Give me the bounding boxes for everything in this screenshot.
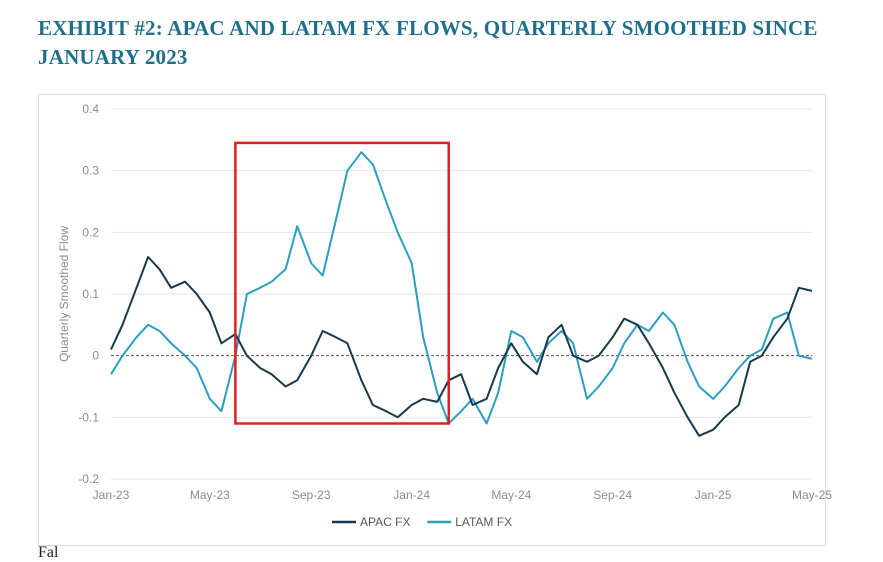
y-tick-label: 0.2 (82, 225, 99, 239)
y-tick-label: 0.3 (82, 164, 99, 178)
x-tick-label: Sep-23 (292, 488, 331, 502)
y-tick-label: -0.2 (78, 472, 99, 486)
y-tick-label: 0.1 (82, 287, 99, 301)
footer-text: Fal (38, 544, 59, 561)
series-line-latam-fx (110, 151, 813, 425)
highlight-box-layer (234, 141, 450, 425)
y-tick-label: -0.1 (78, 410, 99, 424)
y-tick-label: 0 (92, 349, 99, 363)
series-layer (110, 151, 813, 437)
x-tick-label: Jan-25 (695, 488, 732, 502)
legend-label: LATAM FX (455, 515, 512, 529)
axis-labels: -0.2 -0.1 0 0.1 0.2 0.3 0.4 Jan-23 May-23 Sep-23 J… (78, 102, 832, 502)
x-tick-label: Jan-24 (393, 488, 430, 502)
legend: APAC FX LATAM FX (332, 515, 512, 529)
legend-label: APAC FX (360, 515, 410, 529)
x-tick-label: May-25 (792, 488, 832, 502)
x-tick-label: May-23 (190, 488, 230, 502)
x-tick-label: May-24 (491, 488, 531, 502)
chart-frame (38, 94, 826, 546)
y-tick-label: 0.4 (82, 102, 99, 116)
chart-title: EXHIBIT #2: APAC AND LATAM FX FLOWS, QUA… (38, 16, 818, 69)
x-tick-label: Sep-24 (593, 488, 632, 502)
y-axis-label: Quarterly Smoothed Flow (57, 226, 71, 362)
series-line-apac-fx (110, 256, 813, 437)
gridlines (111, 108, 812, 480)
x-tick-label: Jan-23 (93, 488, 130, 502)
highlight-box (234, 141, 450, 425)
